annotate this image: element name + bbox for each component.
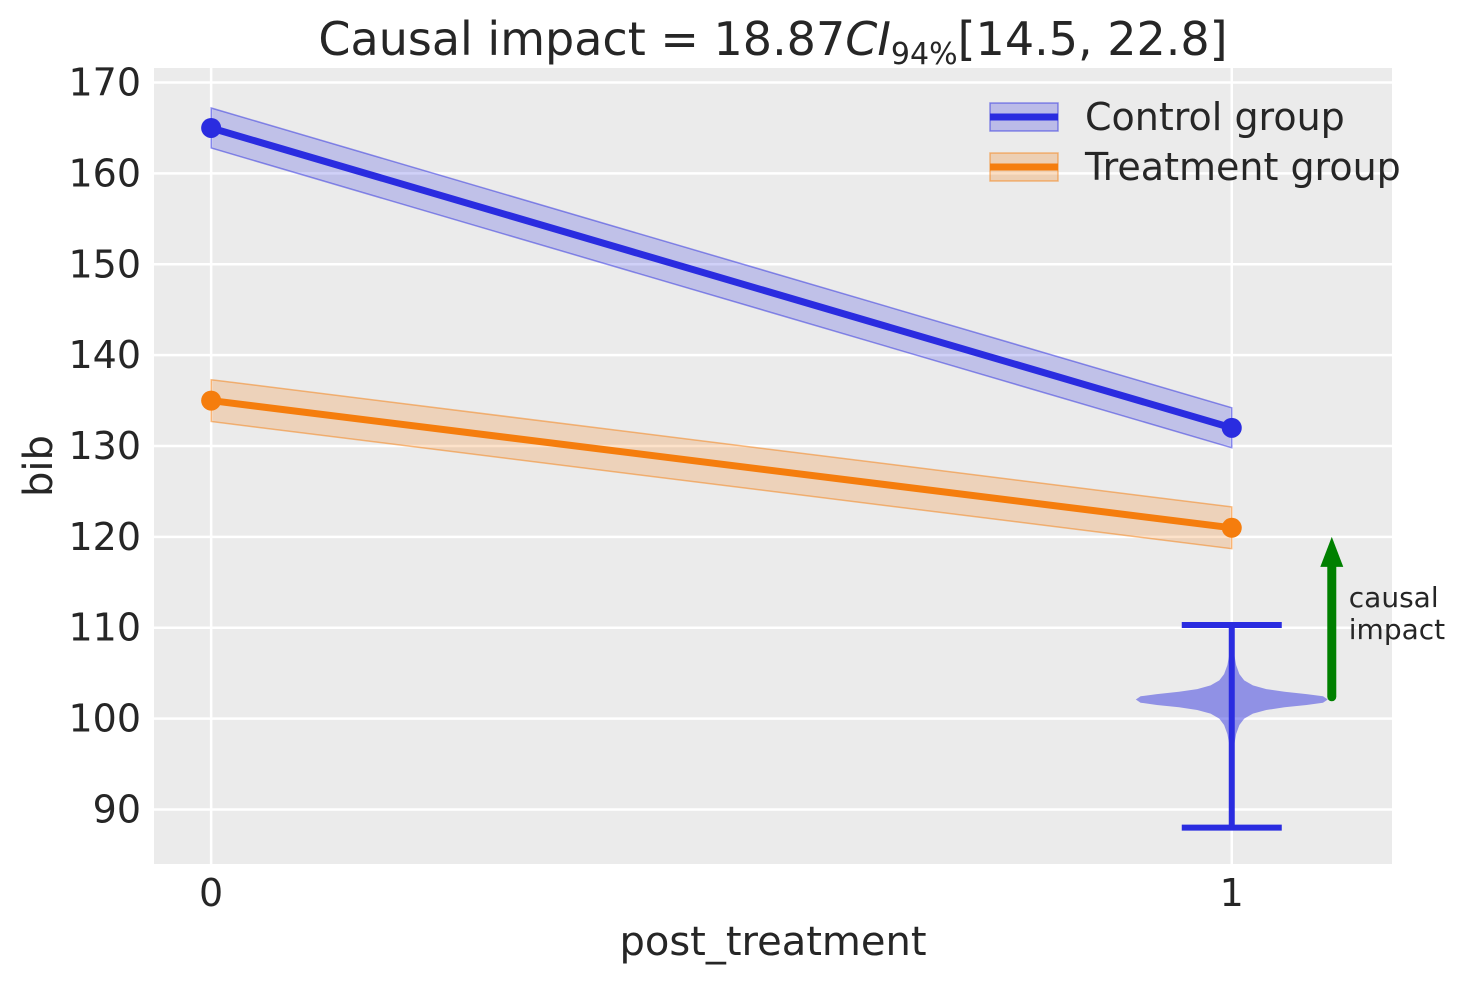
title-ci-symbol: CI: [845, 12, 891, 66]
y-tick-label-150: 150: [68, 242, 141, 286]
y-tick-label-110: 110: [68, 606, 141, 650]
legend: Control group Treatment group: [989, 95, 1401, 189]
y-tick-label-140: 140: [68, 333, 141, 377]
y-tick-label-160: 160: [68, 151, 141, 195]
treatment-line: [207, 397, 1236, 532]
control-line: [207, 124, 1236, 432]
title-estimate: 18.87: [714, 12, 846, 66]
treatment-point-0: [201, 390, 222, 411]
legend-item-treatment: Treatment group: [989, 145, 1401, 189]
chart-title: Causal impact = 18.87CI94%[14.5, 22.8]: [318, 12, 1227, 72]
x-tick-label-0: 0: [199, 871, 223, 915]
treatment-point-1: [1221, 517, 1242, 538]
y-tick-label-170: 170: [68, 61, 141, 105]
counterfactual-whisker: [1181, 622, 1282, 831]
title-ci-interval: [14.5, 22.8]: [958, 12, 1228, 66]
plot-panel: [154, 68, 1392, 864]
control-point-0: [201, 117, 222, 138]
y-axis-label: bib: [16, 435, 62, 497]
legend-item-control: Control group: [989, 95, 1345, 139]
counterfactual-distribution: [1135, 622, 1328, 831]
legend-label-treatment: Treatment group: [1084, 145, 1401, 189]
y-tick-label-120: 120: [68, 515, 141, 559]
x-axis-label: post_treatment: [619, 919, 926, 965]
legend-label-control: Control group: [1085, 95, 1345, 139]
y-tick-label-100: 100: [68, 697, 141, 741]
arrow-head: [1320, 536, 1344, 567]
title-prefix: Causal impact =: [318, 12, 713, 66]
title-ci-subscript: 94%: [891, 37, 958, 72]
causal-impact-annotation-line2: impact: [1349, 613, 1445, 646]
causal-impact-annotation-line1: causal: [1349, 581, 1439, 614]
y-tick-label-130: 130: [68, 424, 141, 468]
x-tick-label-1: 1: [1220, 871, 1244, 915]
y-tick-label-90: 90: [93, 787, 141, 831]
control-point-1: [1221, 417, 1242, 438]
